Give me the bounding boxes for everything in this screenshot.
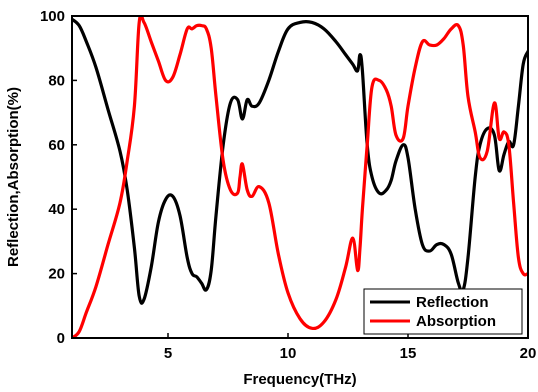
y-axis-label: Reflection,Absorption(%)	[5, 87, 22, 267]
series-line-absorption	[72, 16, 528, 338]
legend: Reflection Absorption	[363, 288, 523, 335]
legend-label-absorption: Absorption	[416, 313, 496, 330]
x-tick-label: 20	[520, 345, 537, 362]
x-tick-label: 5	[164, 345, 172, 362]
x-axis-label: Frequency(THz)	[243, 371, 356, 388]
series-line-reflection	[72, 17, 528, 305]
series-layer	[72, 16, 528, 338]
x-tick-label: 15	[400, 345, 417, 362]
y-tick-label: 40	[48, 201, 65, 218]
y-tick-label: 80	[48, 72, 65, 89]
x-tick-label: 10	[280, 345, 297, 362]
y-tick-label: 100	[40, 8, 65, 25]
legend-label-reflection: Reflection	[416, 294, 489, 311]
y-tick-label: 20	[48, 266, 65, 283]
y-tick-label: 60	[48, 137, 65, 154]
legend-box	[363, 288, 523, 335]
y-tick-label: 0	[57, 330, 65, 347]
ticks-layer: 5 10 15 20 0 20 40 60 80 100	[40, 8, 536, 362]
plot-frame	[71, 15, 529, 339]
